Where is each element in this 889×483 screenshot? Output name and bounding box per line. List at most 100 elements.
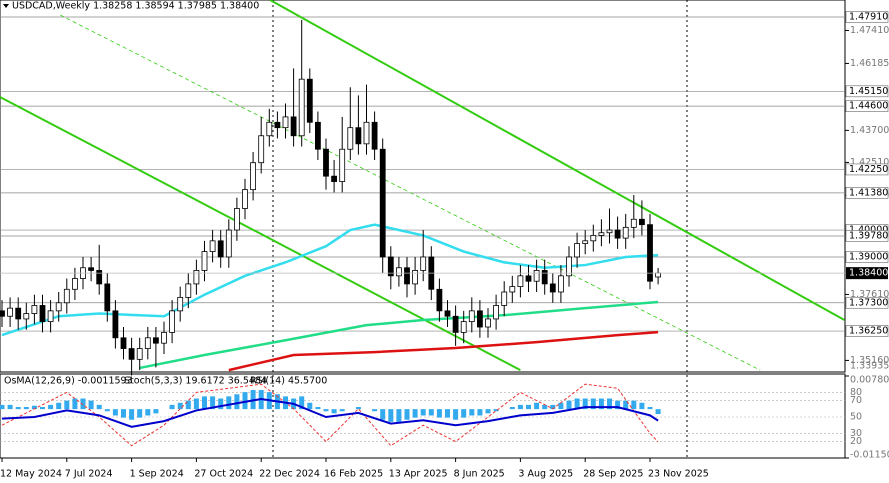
candle-body (185, 283, 192, 298)
level-label: 1.37300 (849, 297, 888, 308)
menu-arrow[interactable] (3, 4, 9, 8)
osma-bar (31, 405, 37, 410)
osma-bar (80, 398, 86, 410)
stoch-line (1, 383, 659, 447)
candle-body (363, 121, 370, 145)
x-tick-label: 8 Jun 2025 (454, 469, 505, 480)
level-label: 1.36250 (849, 326, 888, 337)
candle-body (250, 162, 257, 191)
candle-body (647, 224, 653, 282)
osma-bar (185, 400, 191, 410)
osma-bar (615, 400, 621, 410)
osma-bar (420, 409, 426, 416)
osma-bar (339, 409, 345, 412)
x-tick-label: 16 Feb 2025 (324, 469, 383, 480)
candle-body (128, 348, 135, 360)
osma-bar (445, 409, 450, 418)
rsi-line (1, 397, 659, 428)
candle-body (233, 208, 240, 231)
candle-body (290, 116, 297, 137)
osma-bar (15, 407, 21, 410)
y-tick-label: 1.37610 (850, 289, 889, 300)
candle-body (63, 288, 70, 304)
osma-bar (542, 404, 548, 410)
osma-bar (218, 398, 224, 410)
osma-bar (469, 409, 475, 416)
osma-bar (509, 407, 515, 410)
osma-bar (104, 409, 110, 412)
osma-bar (169, 404, 175, 410)
osma-bar (655, 409, 661, 415)
candle-body (355, 127, 362, 145)
level-label-box (845, 187, 889, 199)
trendline (0, 96, 521, 371)
candle-body (452, 315, 459, 333)
candle-body (541, 270, 548, 285)
osma-bar (48, 404, 54, 410)
level-label: 1.39000 (849, 251, 888, 262)
x-tick-label: 7 Jul 2024 (65, 469, 113, 480)
x-tick-label: 12 May 2024 (0, 469, 62, 480)
level-label-box (845, 325, 889, 337)
x-tick-label: 22 Dec 2024 (259, 469, 320, 480)
candle-body (493, 305, 500, 320)
candle-body (412, 270, 419, 285)
candle-body (193, 270, 200, 285)
osma-bar (40, 407, 45, 410)
indicator-panel (0, 373, 846, 459)
x-tick-label: 27 Oct 2024 (194, 469, 253, 480)
candle-body (209, 240, 216, 252)
candle-body (476, 310, 483, 328)
candle-body (598, 232, 605, 236)
candle-body (169, 310, 176, 333)
osma-bar (607, 398, 612, 410)
candle-body (590, 235, 597, 242)
candle-body (31, 305, 38, 314)
candle-body (47, 310, 54, 323)
osma-bar (558, 402, 564, 410)
candle-body (217, 240, 224, 258)
candle-body (88, 267, 94, 271)
indicator-label: Stoch(5,3,3) 19.6172 36.5484 (124, 376, 267, 387)
osma-bar (7, 404, 13, 410)
candle-body (0, 310, 5, 317)
candle-body (23, 313, 30, 320)
candle-body (339, 148, 346, 182)
trendline (269, 0, 845, 321)
osma-bar (453, 409, 459, 420)
candle-body (655, 272, 661, 278)
osma-bar (355, 407, 361, 410)
osma-bar (323, 409, 329, 412)
moving-average (228, 330, 659, 372)
level-label-box (845, 85, 889, 98)
x-tick-label: 3 Aug 2025 (518, 469, 573, 480)
y-tick-label: -0.0115050 (850, 450, 889, 461)
candle-body (136, 348, 143, 360)
osma-bar (112, 409, 118, 416)
osma-bar (582, 398, 588, 410)
level-label: 1.41380 (849, 187, 888, 198)
candle-body (525, 275, 532, 282)
y2-tick-label: 80 (850, 387, 862, 398)
osma-bar (226, 396, 232, 410)
candle-body (622, 226, 629, 239)
osma-bar (380, 409, 386, 420)
candle-body (517, 275, 524, 288)
osma-bar (202, 396, 207, 410)
candle-body (509, 286, 516, 293)
candle-body (420, 256, 427, 271)
price-label: 1.38400 (849, 268, 888, 279)
y-tick-label: 1.43700 (850, 125, 889, 136)
osma-bar (96, 404, 102, 410)
candle-body (282, 116, 289, 129)
level-label-box (845, 251, 889, 263)
osma-bar (534, 402, 540, 410)
candle-body (379, 148, 386, 258)
candle-body (201, 251, 208, 271)
level-label-box (845, 296, 889, 309)
candle-body (242, 189, 248, 209)
candle-body (39, 305, 46, 323)
candle-body (306, 78, 313, 123)
candle-body (460, 321, 467, 333)
